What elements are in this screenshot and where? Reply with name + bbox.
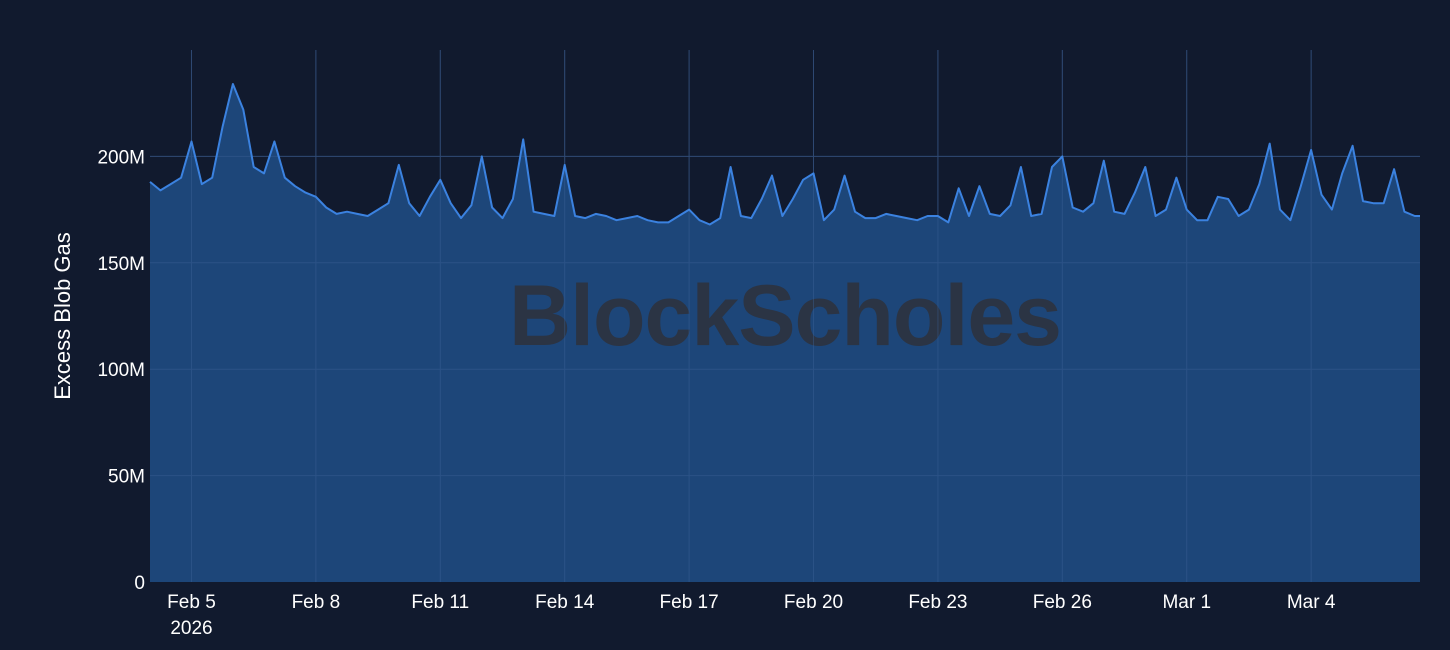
x-tick-label: Feb 14 [535, 592, 595, 613]
x-tick-label: Mar 1 [1162, 592, 1211, 613]
x-tick-label: Feb 8 [292, 592, 341, 613]
x-tick-label: Feb 17 [660, 592, 719, 613]
x-tick-label: Mar 4 [1287, 592, 1336, 613]
series-line [149, 83, 1420, 226]
y-axis-label: Excess Blob Gas [50, 232, 75, 400]
blockscholes-watermark: BlockScholes [509, 268, 1061, 364]
y-tick-label: 100M [97, 360, 145, 381]
y-tick-label: 150M [97, 254, 145, 275]
x-tick-label: Feb 11 [411, 592, 469, 613]
x-tick-year-label: 2026 [170, 618, 212, 639]
x-tick-label: Feb 20 [784, 592, 843, 613]
x-tick-label: Feb 23 [908, 592, 967, 613]
y-tick-label: 200M [97, 147, 145, 168]
x-tick-label: Feb 26 [1033, 592, 1092, 613]
y-tick-label: 50M [108, 467, 145, 488]
x-axis-ticks: Feb 5 2026 Feb 8 Feb 11 Feb 14 Feb 17 Feb 20 Fe… [167, 592, 1336, 639]
y-tick-label: 0 [134, 573, 145, 594]
area-fill [150, 84, 1420, 582]
x-tick-label: Feb 5 [167, 592, 216, 613]
overlay-gridlines [150, 50, 1420, 582]
y-axis-ticks: 0 50M 100M 150M 200M [97, 147, 145, 594]
